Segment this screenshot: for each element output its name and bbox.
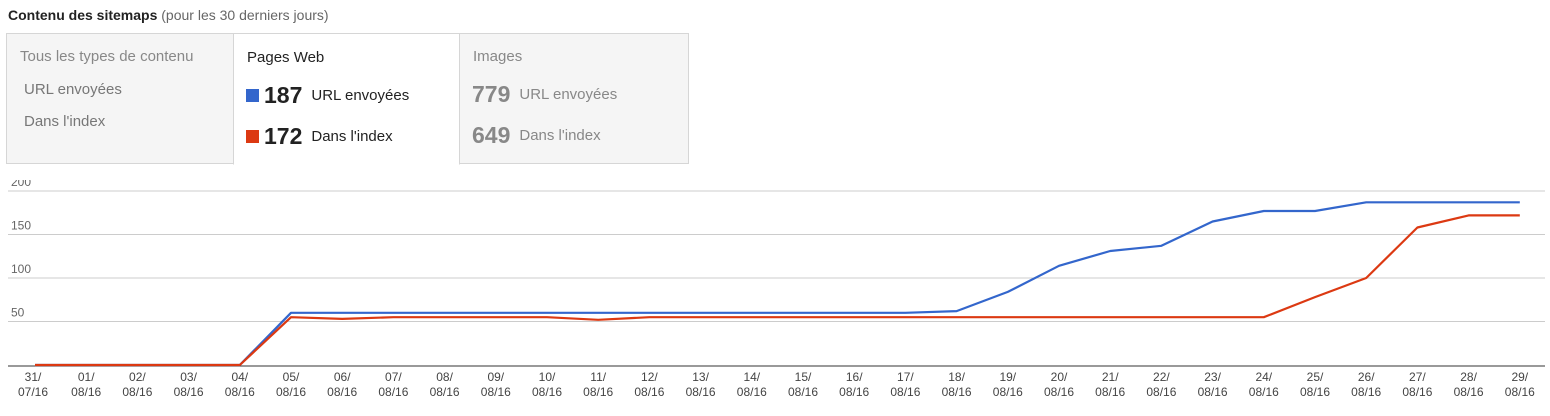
tab-images-title: Images bbox=[473, 48, 523, 65]
title-subtitle: (pour les 30 derniers jours) bbox=[161, 7, 329, 23]
submitted-swatch bbox=[246, 89, 259, 102]
images-indexed-value: 649 bbox=[472, 122, 511, 148]
x-tick-label: 25/08/16 bbox=[1300, 370, 1330, 399]
tab-all-indexed-label: Dans l'index bbox=[24, 113, 106, 130]
x-tick-label: 01/08/16 bbox=[71, 370, 101, 399]
images-indexed-label: Dans l'index bbox=[519, 127, 601, 144]
x-tick-label: 03/08/16 bbox=[174, 370, 204, 399]
x-tick-label: 26/08/16 bbox=[1351, 370, 1381, 399]
x-tick-label: 08/08/16 bbox=[430, 370, 460, 399]
series-line-0 bbox=[35, 201, 1520, 367]
x-tick-label: 21/08/16 bbox=[1095, 370, 1125, 399]
tab-web-pages[interactable]: Pages Web 187 URL envoyées 172 Dans l'in… bbox=[233, 33, 460, 165]
tab-all-content-title: Tous les types de contenu bbox=[20, 48, 194, 65]
sitemap-line-chart: 50 100 150 200 31/07/16 01/08/16 02/08/16 03/08… bbox=[8, 180, 1545, 399]
tab-all-content[interactable]: Tous les types de contenu URL envoyées D… bbox=[6, 33, 234, 164]
tab-all-submitted-label: URL envoyées bbox=[24, 81, 122, 98]
page-title: Contenu des sitemaps (pour les 30 dernie… bbox=[8, 7, 329, 23]
images-submitted-value: 779 bbox=[472, 81, 511, 107]
x-tick-label: 02/08/16 bbox=[122, 370, 152, 399]
x-tick-label: 11/08/16 bbox=[583, 370, 613, 399]
y-tick-label: 50 bbox=[11, 306, 25, 320]
x-tick-label: 27/08/16 bbox=[1402, 370, 1432, 399]
web-indexed-value: 172 bbox=[264, 123, 303, 149]
images-submitted-label: URL envoyées bbox=[519, 86, 618, 103]
x-tick-label: 05/08/16 bbox=[276, 370, 306, 399]
x-tick-label: 07/08/16 bbox=[378, 370, 408, 399]
images-indexed-metric: 649 Dans l'index bbox=[472, 122, 601, 149]
x-tick-label: 23/08/16 bbox=[1198, 370, 1228, 399]
web-indexed-metric: 172 Dans l'index bbox=[246, 123, 393, 150]
web-submitted-label: URL envoyées bbox=[311, 87, 410, 104]
x-tick-label: 14/08/16 bbox=[737, 370, 767, 399]
x-tick-label: 12/08/16 bbox=[634, 370, 664, 399]
x-tick-label: 16/08/16 bbox=[839, 370, 869, 399]
x-tick-label: 13/08/16 bbox=[686, 370, 716, 399]
series-line-1 bbox=[35, 214, 1520, 367]
web-indexed-label: Dans l'index bbox=[311, 128, 393, 145]
x-tick-label: 19/08/16 bbox=[993, 370, 1023, 399]
images-submitted-metric: 779 URL envoyées bbox=[472, 81, 617, 108]
tab-web-pages-title: Pages Web bbox=[247, 49, 325, 66]
x-tick-label: 31/07/16 bbox=[18, 370, 48, 399]
y-tick-label: 150 bbox=[11, 219, 31, 233]
y-tick-label: 100 bbox=[11, 262, 31, 276]
x-tick-label: 22/08/16 bbox=[1146, 370, 1176, 399]
x-tick-label: 17/08/16 bbox=[890, 370, 920, 399]
x-tick-label: 20/08/16 bbox=[1044, 370, 1074, 399]
x-tick-label: 09/08/16 bbox=[481, 370, 511, 399]
x-tick-label: 10/08/16 bbox=[532, 370, 562, 399]
x-tick-label: 06/08/16 bbox=[327, 370, 357, 399]
x-tick-label: 18/08/16 bbox=[942, 370, 972, 399]
x-tick-label: 24/08/16 bbox=[1249, 370, 1279, 399]
indexed-swatch bbox=[246, 130, 259, 143]
x-tick-label: 15/08/16 bbox=[788, 370, 818, 399]
title-main: Contenu des sitemaps bbox=[8, 7, 158, 23]
x-tick-label: 28/08/16 bbox=[1454, 370, 1484, 399]
x-tick-label: 04/08/16 bbox=[225, 370, 255, 399]
web-submitted-value: 187 bbox=[264, 82, 303, 108]
tab-images[interactable]: Images 779 URL envoyées 649 Dans l'index bbox=[459, 33, 689, 164]
web-submitted-metric: 187 URL envoyées bbox=[246, 82, 409, 109]
y-tick-label: 200 bbox=[11, 180, 31, 189]
x-tick-label: 29/08/16 bbox=[1505, 370, 1535, 399]
